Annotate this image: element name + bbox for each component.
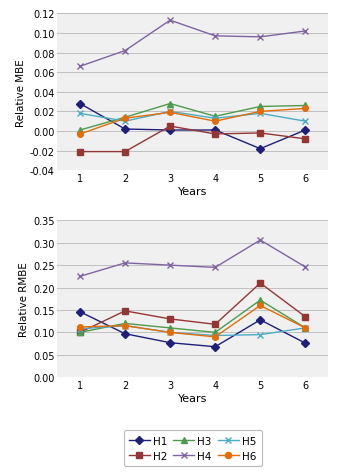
X-axis label: Years: Years (178, 187, 207, 197)
Y-axis label: Relative RMBE: Relative RMBE (19, 262, 29, 337)
X-axis label: Years: Years (178, 393, 207, 403)
Y-axis label: Relative MBE: Relative MBE (16, 59, 25, 126)
Legend: H1, H2, H3, H4, H5, H6: H1, H2, H3, H4, H5, H6 (124, 430, 262, 466)
